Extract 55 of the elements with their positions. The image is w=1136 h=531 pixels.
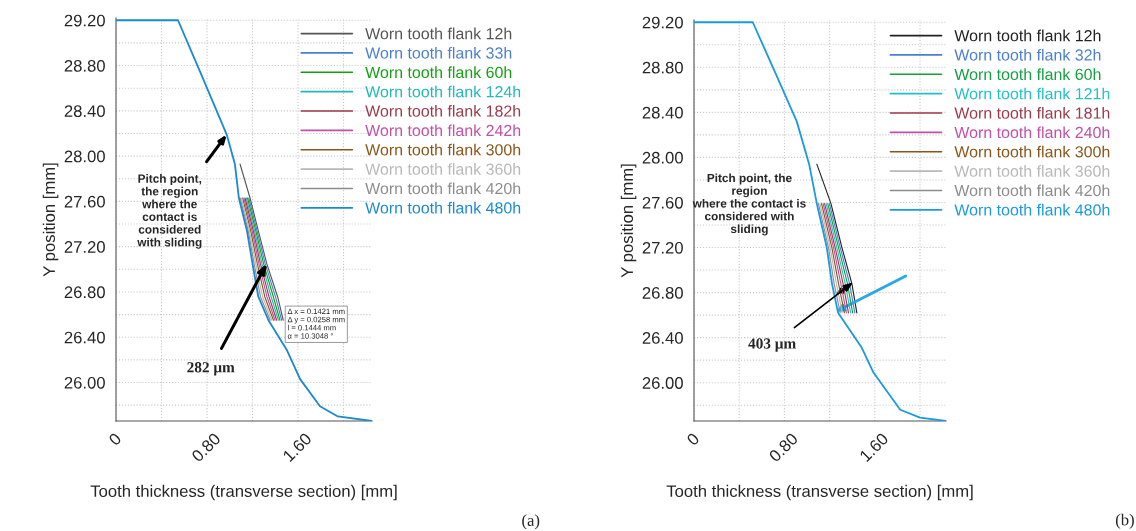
annotation: Pitch point, the region where the contact is considered with sliding <box>692 173 806 236</box>
y-tick-label: 28.40 <box>642 106 683 119</box>
y-tick-label: 26.00 <box>64 376 105 389</box>
legend-label: Worn tooth flank 242h <box>365 124 521 137</box>
y-tick-label: 27.60 <box>64 195 105 208</box>
legend-label: Worn tooth flank 182h <box>365 105 521 117</box>
legend-label: Worn tooth flank 420h <box>954 184 1110 197</box>
x-tick-label: 0.80 <box>190 432 222 463</box>
x-axis-title: Tooth thickness (transverse section) [mm] <box>666 484 973 501</box>
x-tick-label: 0.80 <box>768 432 799 463</box>
y-tick-label: 28.00 <box>642 151 683 164</box>
legend-label: Worn tooth flank 33h <box>365 46 512 59</box>
legend-label: Worn tooth flank 480h <box>954 203 1110 216</box>
y-tick-label: 26.00 <box>642 377 683 389</box>
line-series <box>816 163 858 314</box>
legend-label: Worn tooth flank 420h <box>365 182 521 195</box>
text: (a) <box>522 514 540 530</box>
legend-label: Worn tooth flank 360h <box>365 163 521 175</box>
legend-label: Worn tooth flank 32h <box>954 48 1101 61</box>
y-axis-title: Y position [mm] <box>42 163 59 277</box>
y-tick-label: 29.20 <box>64 14 105 27</box>
text: (b) <box>1115 513 1134 529</box>
y-tick-label: 27.20 <box>642 241 683 254</box>
y-tick-label: 26.40 <box>642 332 683 344</box>
legend-label: Worn tooth flank 12h <box>365 27 512 40</box>
legend-label: Worn tooth flank 240h <box>954 126 1110 139</box>
x-tick-label: 0 <box>686 432 700 447</box>
y-tick-label: 27.20 <box>64 241 105 253</box>
line-series <box>694 21 946 421</box>
legend-label: Worn tooth flank 300h <box>954 145 1110 158</box>
y-tick-label: 28.00 <box>64 150 105 163</box>
annotation: Pitch point, the region where the contact is considered with sliding <box>137 174 202 249</box>
annotation: 403 μm <box>748 338 796 352</box>
legend-label: Worn tooth flank 181h <box>954 107 1110 119</box>
legend-label: Worn tooth flank 121h <box>954 87 1110 100</box>
legend-label: Worn tooth flank 60h <box>954 68 1101 81</box>
line-series <box>239 163 284 321</box>
legend-label: Worn tooth flank 360h <box>954 165 1110 177</box>
y-tick-label: 27.60 <box>642 196 683 209</box>
legend-label: Worn tooth flank 124h <box>365 85 521 98</box>
legend-label: Worn tooth flank 480h <box>365 201 521 214</box>
x-axis-title: Tooth thickness (transverse section) [mm] <box>90 484 397 501</box>
annotation: 282 μm <box>187 362 235 376</box>
y-tick-label: 26.40 <box>64 331 105 344</box>
y-axis-title: Y position [mm] <box>620 164 637 278</box>
legend-label: Worn tooth flank 60h <box>365 66 512 79</box>
y-tick-label: 26.80 <box>642 286 683 299</box>
legend-label: Worn tooth flank 300h <box>365 143 521 156</box>
y-tick-label: 29.20 <box>642 16 683 29</box>
y-tick-label: 28.80 <box>64 59 105 72</box>
y-tick-label: 28.40 <box>64 105 105 118</box>
legend-label: Worn tooth flank 12h <box>954 29 1101 42</box>
x-tick-label: 0 <box>108 432 122 447</box>
y-tick-label: 26.80 <box>64 286 105 299</box>
y-tick-label: 28.80 <box>642 61 683 74</box>
